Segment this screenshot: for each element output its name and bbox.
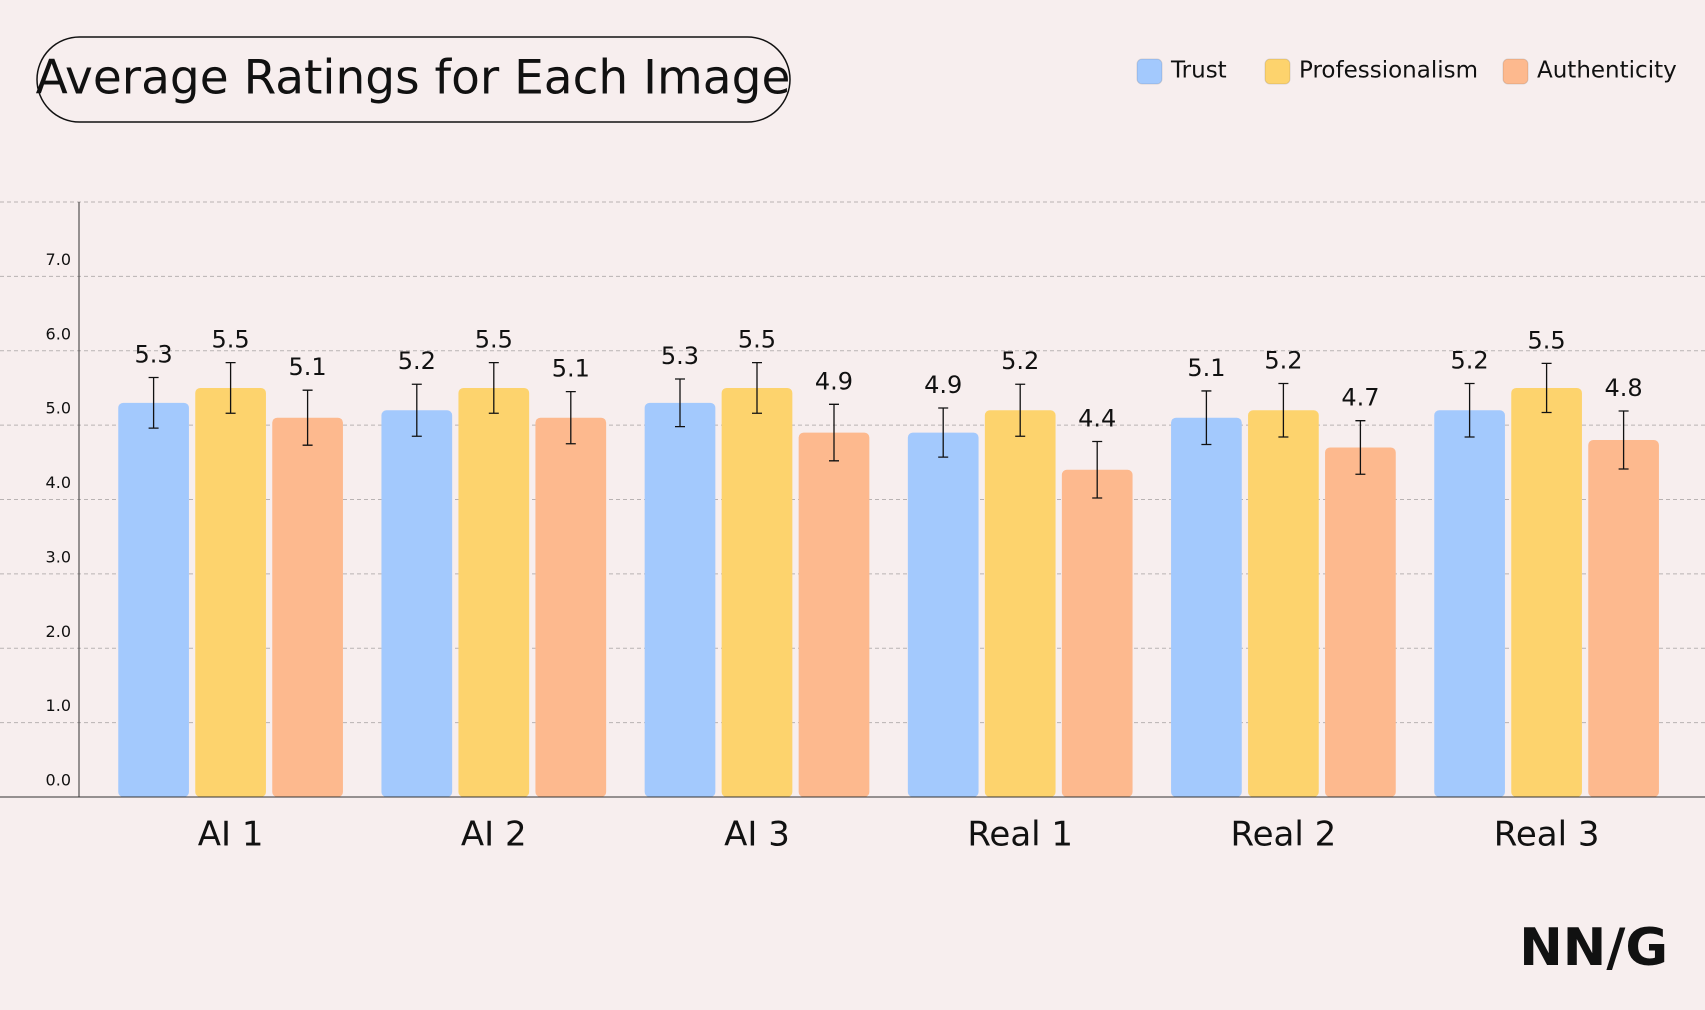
bar <box>798 432 870 797</box>
error-bar <box>565 391 576 445</box>
data-label: 5.1 <box>289 353 327 381</box>
bar <box>1171 417 1242 797</box>
bar <box>984 410 1056 797</box>
error-bar <box>302 389 313 446</box>
error-bar <box>675 378 685 428</box>
bar <box>118 402 189 797</box>
x-tick-label: Real 3 <box>1494 815 1600 855</box>
bar <box>381 410 453 797</box>
bar <box>1511 387 1582 797</box>
legend-swatch <box>1136 58 1163 85</box>
data-label: 4.9 <box>815 367 853 395</box>
bar <box>1588 440 1659 797</box>
error-bar <box>829 403 839 462</box>
legend-swatch <box>1502 58 1529 85</box>
data-label: 4.9 <box>924 371 962 399</box>
x-tick-label: AI 1 <box>198 815 264 855</box>
y-tick-label: 2.0 <box>46 622 71 641</box>
data-label: 5.2 <box>1001 347 1039 375</box>
error-bar <box>1355 420 1366 475</box>
data-label: 5.5 <box>738 326 776 354</box>
legend-label: Trust <box>1170 58 1227 84</box>
bar <box>535 417 607 797</box>
error-bar <box>1278 382 1289 438</box>
data-label: 5.1 <box>1187 354 1225 382</box>
error-bar <box>1541 362 1552 414</box>
y-tick-label: 5.0 <box>46 399 71 418</box>
error-bar <box>488 362 499 414</box>
bar <box>458 387 530 797</box>
error-bar <box>225 362 236 414</box>
y-tick-label: 6.0 <box>46 324 71 343</box>
x-tick-label: Real 2 <box>1231 815 1337 855</box>
data-label: 5.2 <box>1264 346 1302 374</box>
x-tick-label: Real 1 <box>967 815 1073 855</box>
bar <box>644 402 716 797</box>
error-bar <box>1618 410 1629 470</box>
error-bar <box>752 362 762 414</box>
logo: NN/G <box>1519 918 1668 978</box>
bar <box>1248 410 1319 797</box>
legend-label: Professionalism <box>1299 58 1478 84</box>
bar <box>907 432 979 797</box>
y-tick-label: 3.0 <box>46 547 71 566</box>
y-tick-label: 7.0 <box>46 250 71 269</box>
y-tick-label: 4.0 <box>46 473 71 492</box>
y-tick-label: 1.0 <box>46 696 71 715</box>
data-label: 5.5 <box>1528 326 1566 354</box>
data-label: 4.7 <box>1341 384 1379 412</box>
bar <box>1061 469 1133 797</box>
data-label: 5.3 <box>661 342 699 370</box>
error-bar <box>411 383 422 437</box>
data-label: 5.5 <box>475 326 513 354</box>
x-tick-label: AI 3 <box>724 815 790 855</box>
error-bar <box>1015 383 1026 437</box>
data-label: 5.2 <box>398 347 436 375</box>
data-label: 5.3 <box>135 341 173 369</box>
error-bar <box>1201 390 1212 446</box>
title-pill <box>36 36 791 123</box>
bar <box>272 417 343 797</box>
legend-swatch <box>1264 58 1291 85</box>
chart-title: Average Ratings for Each Image <box>36 51 791 106</box>
x-tick-label: AI 2 <box>461 815 527 855</box>
data-label: 4.4 <box>1078 404 1116 432</box>
error-bar <box>148 376 159 429</box>
error-bar <box>1464 382 1475 438</box>
y-tick-label: 0.0 <box>46 771 71 790</box>
data-label: 5.2 <box>1451 346 1489 374</box>
bar <box>195 387 266 797</box>
error-bar <box>1092 440 1103 499</box>
data-label: 5.5 <box>212 326 250 354</box>
bar <box>1325 447 1396 797</box>
legend-label: Authenticity <box>1537 58 1677 84</box>
data-label: 5.1 <box>552 355 590 383</box>
data-label: 4.8 <box>1605 374 1643 402</box>
bar <box>721 387 793 797</box>
bar <box>1434 410 1505 797</box>
error-bar <box>938 407 949 458</box>
